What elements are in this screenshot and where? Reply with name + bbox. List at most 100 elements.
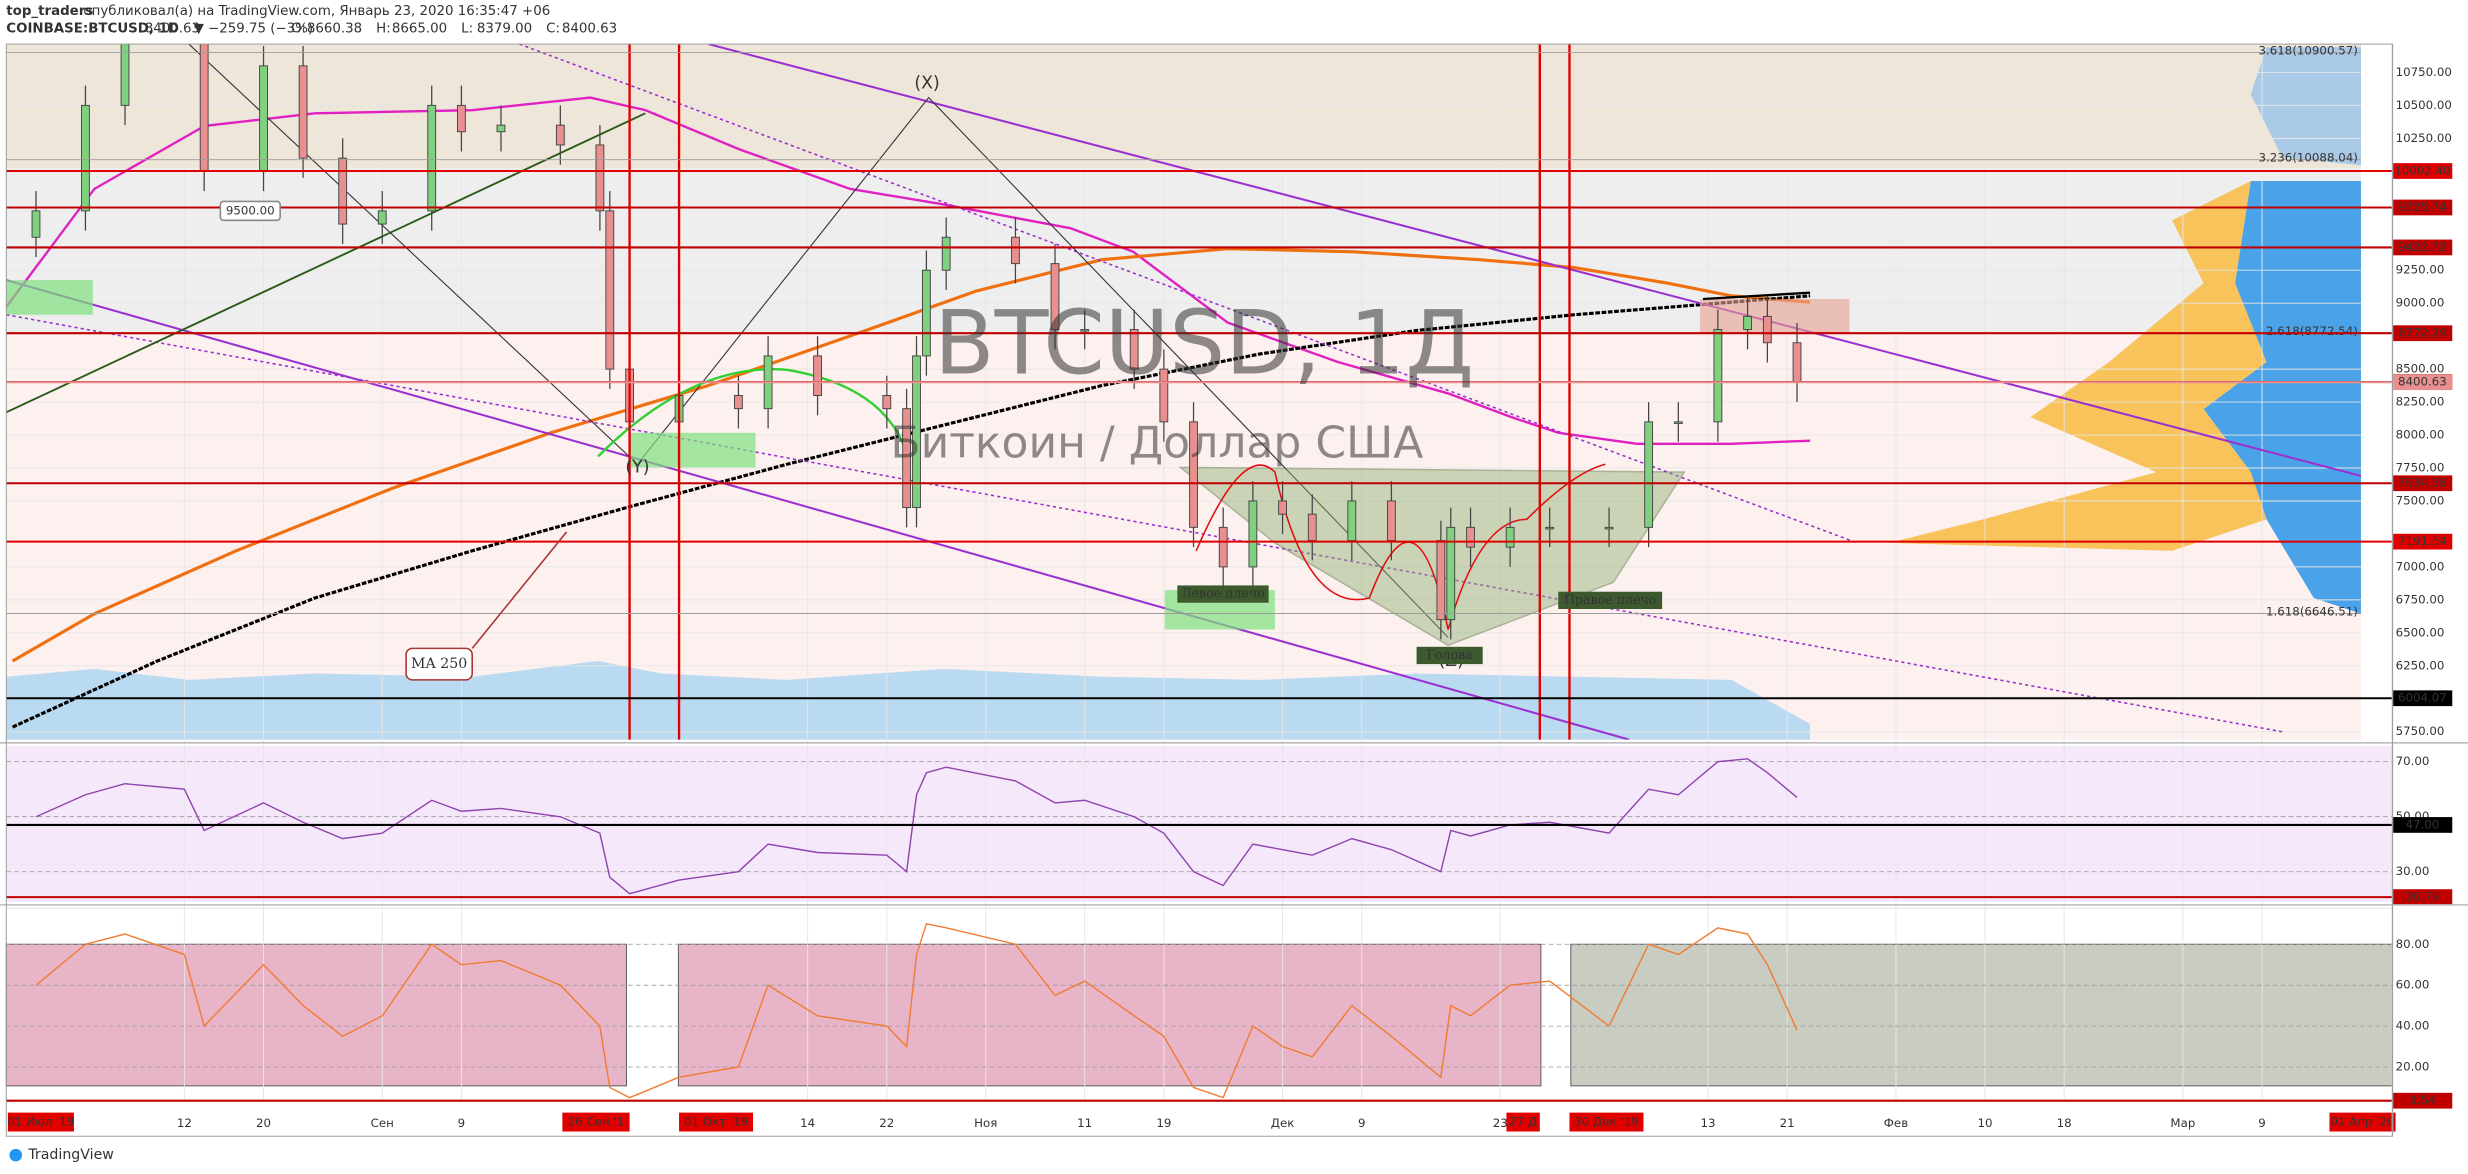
level-box bbox=[2392, 533, 2453, 550]
x-tick-label: 10 bbox=[1978, 1116, 1993, 1130]
x-tick-label: 14 bbox=[800, 1116, 815, 1130]
range-label: 01 Апр '20 bbox=[2331, 1115, 2395, 1129]
x-marker-box bbox=[562, 1112, 630, 1132]
xyz-lines bbox=[188, 44, 1449, 638]
stoch-zone bbox=[677, 943, 1542, 1087]
x-marker-box bbox=[1506, 1112, 1540, 1132]
level-box bbox=[2392, 817, 2453, 833]
x-marker-label: 30 Дек '19 bbox=[1574, 1115, 1638, 1129]
x-tick-label: 23 bbox=[1493, 1116, 1508, 1130]
x-marker-label: 27 Д bbox=[1509, 1115, 1537, 1129]
level-label: 20.79 bbox=[2405, 890, 2439, 904]
callout bbox=[405, 647, 473, 681]
trendline bbox=[708, 44, 2361, 477]
level-box bbox=[2392, 239, 2453, 256]
candle-body bbox=[734, 395, 743, 410]
y-tick-label: 8500.00 bbox=[2396, 362, 2445, 376]
candle-body bbox=[555, 124, 565, 146]
trendline bbox=[6, 279, 1630, 740]
watermark-subtitle: Биткоин / Доллар США bbox=[890, 417, 1423, 468]
y-tick-label: 7000.00 bbox=[2396, 559, 2445, 573]
level-box bbox=[2392, 1092, 2453, 1109]
candle-body bbox=[1466, 526, 1475, 548]
published: опубликовал(а) на TradingView.com, Январ… bbox=[83, 3, 550, 19]
candle-body bbox=[338, 157, 348, 225]
x-tick-label: 9 bbox=[2258, 1116, 2266, 1130]
y-tick-label: 6750.00 bbox=[2396, 592, 2445, 606]
y-tick-label: 8250.00 bbox=[2396, 395, 2445, 409]
ohlc-value: 8665.00 bbox=[392, 21, 447, 36]
candle-body bbox=[427, 104, 437, 212]
x-tick-label: 20 bbox=[256, 1116, 271, 1130]
candle-body bbox=[1446, 526, 1456, 621]
pattern-label: Правое плечо bbox=[1564, 592, 1656, 607]
ohlc-label: L: bbox=[461, 21, 473, 36]
frame bbox=[5, 43, 2393, 1137]
candle-body bbox=[1743, 315, 1752, 331]
volume-profile bbox=[1888, 180, 2267, 551]
highlight bbox=[629, 432, 756, 468]
x-marker-label: 01 Окт '19 bbox=[684, 1115, 748, 1129]
x-tick-label: Фев bbox=[1884, 1116, 1908, 1130]
x-tick-label: 11 bbox=[1077, 1116, 1092, 1130]
x-tick-label: Дек bbox=[1271, 1116, 1295, 1130]
range-label: 01 Июл '19 bbox=[7, 1115, 74, 1129]
candle-body bbox=[1673, 421, 1683, 424]
candle-body bbox=[921, 269, 931, 357]
fib-label: 2.618(8772.54) bbox=[2266, 324, 2358, 338]
candle-body bbox=[882, 395, 892, 410]
x-marker-box bbox=[1569, 1112, 1644, 1132]
candle-body bbox=[902, 408, 912, 509]
candle-body bbox=[1604, 526, 1614, 530]
candle-body bbox=[813, 355, 822, 396]
ohlc-label: C: bbox=[546, 21, 560, 36]
x-tick-label: 9 bbox=[1358, 1116, 1366, 1130]
callout bbox=[219, 200, 281, 222]
y-tick-label: 6250.00 bbox=[2396, 658, 2445, 672]
y-tick-label: 70.00 bbox=[2396, 754, 2430, 768]
y-tick-label: 8000.00 bbox=[2396, 428, 2445, 442]
y-tick-label: 20.00 bbox=[2396, 1060, 2430, 1074]
level-label: 9422.72 bbox=[2398, 240, 2447, 254]
x-tick-label: Сен bbox=[371, 1116, 394, 1130]
candle-body bbox=[31, 210, 41, 238]
level-label: 9725.74 bbox=[2398, 200, 2447, 214]
zone-top bbox=[6, 44, 2361, 169]
candle-body bbox=[1386, 500, 1396, 542]
stoch-line bbox=[35, 922, 1798, 1099]
candle-body bbox=[1278, 500, 1287, 515]
y-tick-label: 9000.00 bbox=[2396, 296, 2445, 310]
label-box bbox=[1416, 646, 1483, 665]
candles bbox=[31, 44, 1802, 640]
level-label: 7634.58 bbox=[2398, 476, 2447, 490]
arc bbox=[597, 368, 907, 458]
y-tick-label: 6500.00 bbox=[2396, 625, 2445, 639]
x-tick-label: 12 bbox=[177, 1116, 192, 1130]
candle-body bbox=[1505, 526, 1515, 548]
label-box bbox=[1558, 591, 1663, 610]
candle-body bbox=[595, 144, 605, 212]
y-tick-label: 80.00 bbox=[2396, 937, 2430, 951]
overlay: 26 Сен '1 01 Окт '19 27 Д 30 Дек '19 01 Июл … bbox=[6, 43, 2453, 1132]
level-label: 7191.54 bbox=[2398, 534, 2447, 548]
candle-body bbox=[456, 104, 466, 133]
candle-body bbox=[1644, 421, 1654, 528]
x-marker-label: 26 Сен '1 bbox=[568, 1115, 624, 1129]
level-box bbox=[2392, 690, 2453, 707]
author: top_traders bbox=[6, 4, 93, 19]
x-tick-label: Ноя bbox=[974, 1116, 997, 1130]
rsi-panel bbox=[6, 745, 2393, 902]
label-box bbox=[1177, 585, 1269, 603]
ma-line bbox=[11, 247, 1811, 663]
y-tick-label: 7750.00 bbox=[2396, 461, 2445, 475]
watermark-title: BTCUSD, 1Д bbox=[934, 291, 1474, 394]
candle-body bbox=[1189, 421, 1198, 528]
candle-body bbox=[1218, 526, 1228, 568]
candle-body bbox=[1159, 368, 1169, 423]
trendline bbox=[519, 44, 1858, 544]
y-tick-label: 60.00 bbox=[2396, 978, 2430, 992]
range-box bbox=[2329, 1112, 2396, 1132]
candle-body bbox=[1011, 236, 1020, 265]
level-label: 6004.07 bbox=[2398, 691, 2447, 705]
